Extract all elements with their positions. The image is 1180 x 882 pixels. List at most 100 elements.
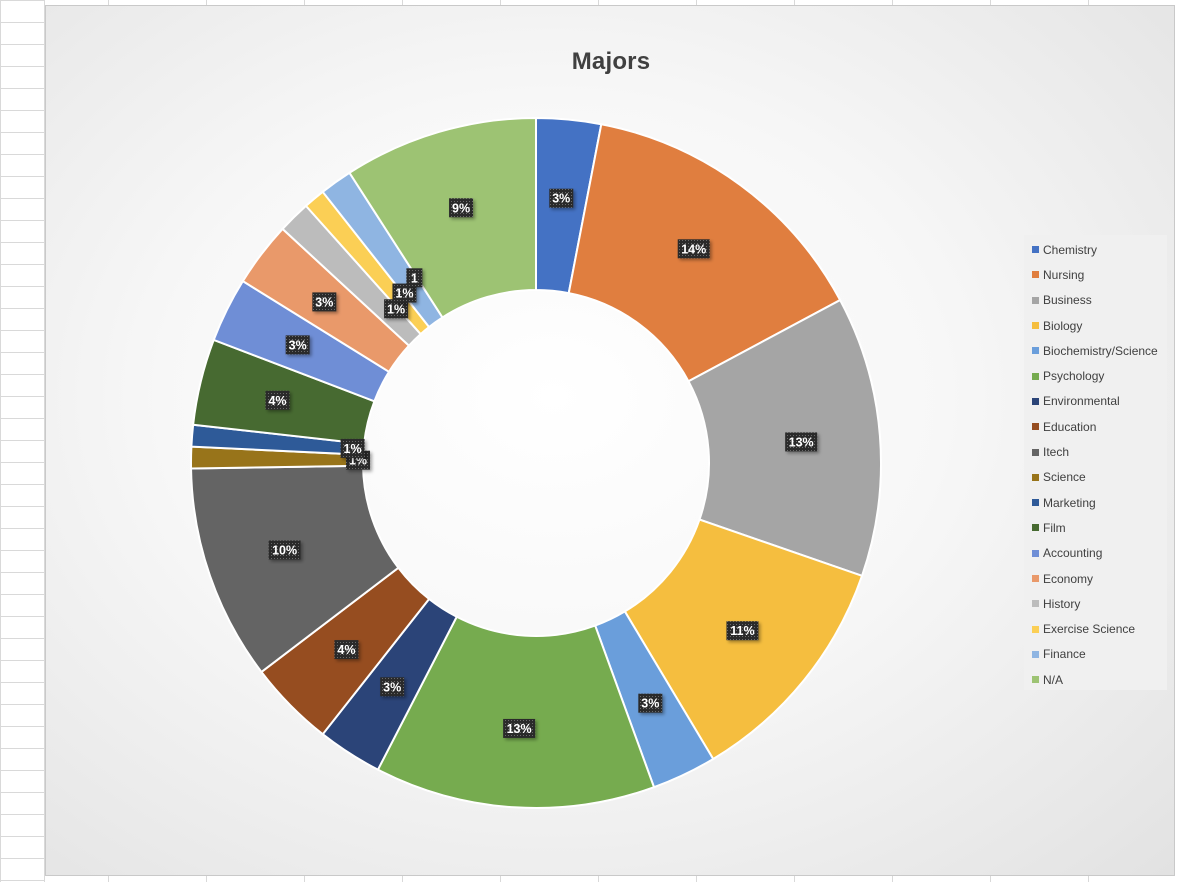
legend-item-economy[interactable]: Economy	[1024, 566, 1167, 591]
data-label-box	[406, 268, 423, 288]
data-label-box	[334, 640, 359, 660]
data-label-history: 1%	[384, 299, 409, 319]
legend-swatch-icon	[1032, 322, 1039, 330]
data-label-text: 1%	[344, 442, 362, 456]
data-label-box	[726, 621, 759, 641]
legend-label: Psychology	[1043, 369, 1105, 384]
legend-item-exercise-science[interactable]: Exercise Science	[1024, 616, 1167, 641]
legend-item-psychology[interactable]: Psychology	[1024, 363, 1167, 388]
data-label-box	[312, 292, 337, 312]
legend-label: Economy	[1043, 571, 1094, 586]
legend-item-finance[interactable]: Finance	[1024, 642, 1167, 667]
legend-swatch-icon	[1032, 271, 1039, 279]
legend-label: Nursing	[1043, 267, 1085, 282]
data-label-n-a: 9%	[449, 198, 474, 218]
legend-item-chemistry[interactable]: Chemistry	[1024, 237, 1167, 262]
data-label-box	[785, 432, 818, 452]
donut-slice-n-a[interactable]	[348, 116, 537, 319]
legend-item-nursing[interactable]: Nursing	[1024, 262, 1167, 287]
data-label-education: 4%	[334, 640, 359, 660]
legend-item-education[interactable]: Education	[1024, 414, 1167, 439]
legend-swatch-icon	[1032, 549, 1039, 557]
data-label-environmental: 3%	[380, 677, 405, 697]
legend-swatch-icon	[1032, 600, 1039, 608]
legend-swatch-icon	[1032, 448, 1039, 456]
legend-item-environmental[interactable]: Environmental	[1024, 389, 1167, 414]
data-label-text: 3%	[315, 295, 333, 309]
data-label-box	[449, 198, 474, 218]
legend-item-marketing[interactable]: Marketing	[1024, 490, 1167, 515]
legend-swatch-icon	[1032, 246, 1039, 254]
legend-label: Biology	[1043, 318, 1083, 333]
data-label-text: 3%	[552, 192, 570, 206]
legend-swatch-icon	[1032, 575, 1039, 582]
legend-label: N/A	[1043, 672, 1064, 687]
chart-area[interactable]: Majors 3% 14% 13% 11% 3% 13% 3% 4% 10% 1% 1% 4% 3% 3%…	[45, 5, 1175, 876]
data-label-box	[503, 718, 536, 738]
donut-slice-psychology[interactable]	[376, 615, 656, 809]
data-label-text: 13%	[789, 435, 814, 449]
data-label-box	[265, 390, 290, 410]
legend-item-itech[interactable]: Itech	[1024, 439, 1167, 464]
legend-item-business[interactable]: Business	[1024, 288, 1167, 313]
data-label-itech: 10%	[268, 540, 301, 560]
legend-label: Marketing	[1043, 495, 1096, 510]
data-label-psychology: 13%	[503, 718, 536, 738]
chart-title[interactable]: Majors	[571, 48, 651, 75]
legend-item-film[interactable]: Film	[1024, 515, 1167, 540]
data-label-box	[638, 693, 663, 713]
legend-item-history[interactable]: History	[1024, 591, 1167, 616]
legend-label: Chemistry	[1043, 242, 1098, 257]
data-label-nursing: 14%	[677, 239, 710, 259]
data-label-box	[677, 239, 710, 259]
legend-swatch-icon	[1032, 676, 1039, 684]
legend-label: Exercise Science	[1043, 622, 1136, 637]
legend-label: History	[1043, 596, 1081, 611]
data-label-exercise-science: 1%	[392, 283, 417, 303]
data-label-text: 4%	[268, 394, 286, 408]
data-label-box	[340, 438, 365, 458]
data-label-chemistry: 3%	[549, 188, 574, 208]
legend-swatch-icon	[1032, 372, 1039, 380]
legend-item-biochemistry-science[interactable]: Biochemistry/Science	[1024, 338, 1167, 363]
data-label-biology: 11%	[726, 621, 759, 641]
data-label-text: 10%	[272, 544, 297, 558]
data-label-text: 13%	[507, 722, 532, 736]
data-label-business: 13%	[785, 432, 818, 452]
legend-swatch-icon	[1032, 625, 1039, 633]
donut-chart[interactable]: 3%14%13%11%3%13%3%4%10%1%1%4%3%3% 1%1%19%	[46, 6, 1176, 877]
legend-label: Film	[1043, 520, 1066, 535]
legend-label: Business	[1043, 293, 1092, 308]
data-label-text: 11%	[730, 624, 754, 638]
legend-label: Environmental	[1043, 394, 1120, 409]
data-label-box	[285, 335, 310, 355]
donut-slice-business[interactable]	[687, 298, 882, 578]
data-label-text: 1%	[387, 302, 405, 316]
legend-swatch-icon	[1032, 650, 1039, 658]
data-label-economy: 3%	[312, 292, 337, 312]
legend-item-science[interactable]: Science	[1024, 465, 1167, 490]
legend-label: Science	[1043, 470, 1086, 485]
data-label-text: 3%	[289, 338, 307, 352]
data-label-box	[380, 677, 405, 697]
donut-slices	[189, 116, 882, 809]
data-label-box	[384, 299, 409, 319]
legend-item-biology[interactable]: Biology	[1024, 313, 1167, 338]
data-label-accounting: 3%	[285, 335, 310, 355]
data-label-box	[268, 540, 301, 560]
legend-swatch-icon	[1032, 296, 1039, 304]
data-label-box	[392, 283, 417, 303]
data-labels: 3%14%13%11%3%13%3%4%10%1%1%4%3%3% 1%1%19%	[265, 188, 818, 738]
data-label-text: 9%	[452, 201, 470, 215]
legend-swatch-icon	[1032, 423, 1039, 431]
legend-item-accounting[interactable]: Accounting	[1024, 541, 1167, 566]
legend-item-n-a[interactable]: N/A	[1024, 667, 1167, 692]
legend-swatch-icon	[1032, 347, 1039, 355]
legend-swatch-icon	[1032, 397, 1039, 405]
data-label-text: 3%	[641, 697, 659, 711]
data-label-text: 3%	[383, 680, 401, 694]
legend-label: Itech	[1043, 445, 1070, 460]
chart-legend[interactable]: Chemistry Nursing Business Biology Biochemis…	[1024, 235, 1167, 690]
legend-label: Biochemistry/Science	[1043, 343, 1158, 358]
